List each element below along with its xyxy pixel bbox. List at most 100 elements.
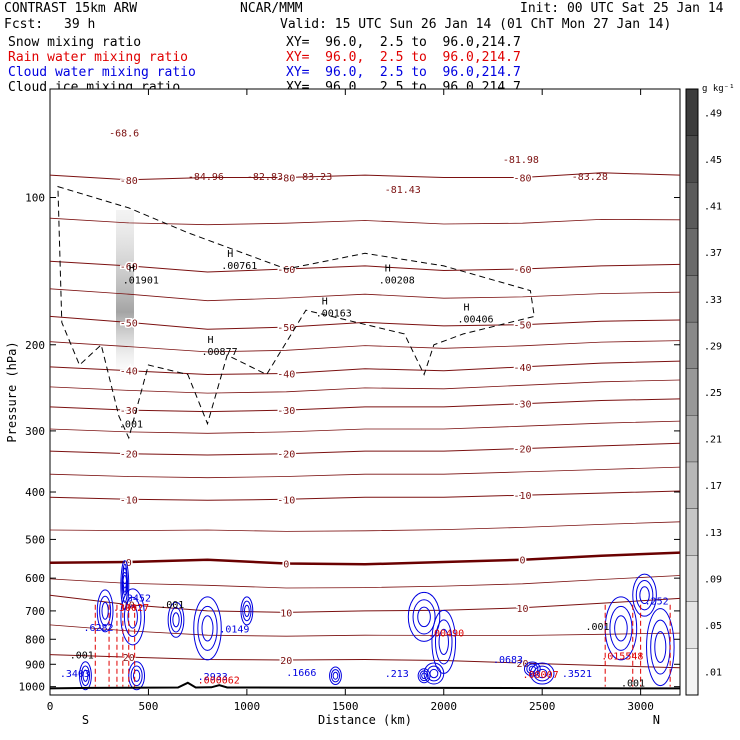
temperature-contour <box>49 654 681 669</box>
colorbar-label: .13 <box>704 528 722 539</box>
cloud-water-max-value: .6282 <box>83 623 113 634</box>
temperature-contour-label: -30 <box>120 406 138 417</box>
cloud-ice-max-marker: H <box>463 302 469 313</box>
rain-max-value: .000062 <box>198 675 240 686</box>
colorbar-swatch <box>685 415 699 463</box>
colorbar-swatch <box>685 135 699 183</box>
colorbar-swatch <box>685 275 699 323</box>
colorbar-label: .17 <box>704 481 722 492</box>
temperature-contour-label: -40 <box>277 370 295 381</box>
temperature-contour <box>49 594 681 613</box>
cloud-water-contour <box>421 672 427 680</box>
cloud-water-contour <box>127 605 138 629</box>
colorbar-swatch <box>685 461 699 509</box>
cloud-water-contour <box>120 588 145 646</box>
cloud-water-contour <box>639 586 650 605</box>
legend-cloud-water-xy: XY= 96.0, 2.5 to 96.0,214.7 <box>286 65 521 80</box>
cloud-ice-max-value: .00406 <box>457 314 493 325</box>
y-tick-label: 700 <box>25 605 45 618</box>
forecast-hour: 39 h <box>64 17 96 32</box>
temperature-contour-label: -20 <box>277 450 295 461</box>
temperature-contour-label: 10 <box>516 604 528 615</box>
x-axis-label: Distance (km) <box>318 713 412 727</box>
cloud-water-contour <box>193 596 222 661</box>
cloud-water-contour <box>426 665 442 682</box>
temperature-contour <box>49 521 681 532</box>
center-label: NCAR/MMM <box>240 1 303 16</box>
cloud-water-max-value: .3452 <box>121 594 151 605</box>
cloud-water-max-value: .0149 <box>219 625 249 636</box>
init-time: Init: 00 UTC Sat 25 Jan 14 <box>520 1 724 16</box>
cloud-water-contour <box>201 615 214 642</box>
cloud-water-contour <box>172 612 180 628</box>
plot-frame <box>49 88 681 696</box>
y-tick-label: 300 <box>25 425 45 438</box>
x-tick-label: 1000 <box>234 700 261 713</box>
colorbar-label: .09 <box>704 574 722 585</box>
temperature-contour-label: 0 <box>126 558 132 569</box>
cloud-water-contour <box>604 596 638 661</box>
cloud-ice-max-value: .00761 <box>221 261 257 272</box>
cloud-water-contour <box>329 666 342 686</box>
colorbar-label: .05 <box>704 621 722 632</box>
temperature-contour-label: -20 <box>513 445 531 456</box>
contour-interval-label: .001 <box>160 600 184 611</box>
contour-interval-label: .001 <box>70 650 94 661</box>
colorbar-label: .49 <box>704 108 722 119</box>
temperature-contour-label: -40 <box>120 367 138 378</box>
forecast-label: Fcst: <box>4 17 44 32</box>
temperature-contour-label: 20 <box>280 656 292 667</box>
cloud-water-contour <box>407 591 441 642</box>
y-tick-label: 500 <box>25 533 45 546</box>
cloud-water-contour <box>80 665 91 687</box>
temperature-contour-label: 20 <box>123 653 135 664</box>
cloud-water-contour <box>526 663 539 675</box>
legend-rain: Rain water mixing ratio <box>8 50 189 65</box>
colorbar-label: .33 <box>704 295 722 306</box>
temperature-contour <box>49 217 681 226</box>
cloud-water-contour <box>523 661 541 677</box>
cloud-water-max-value: .252 <box>645 597 669 608</box>
x-tick-label: 0 <box>47 700 54 713</box>
colorbar-label: .41 <box>704 202 722 213</box>
temperature-contour <box>49 442 681 456</box>
cloud-water-contour <box>169 607 183 633</box>
colorbar-label: .29 <box>704 341 722 352</box>
colorbar-swatch <box>685 368 699 416</box>
cloud-water-max-value: .2933 <box>198 672 228 683</box>
temperature-contour-label: -80 <box>513 173 531 184</box>
cloud-water-contour <box>419 670 429 682</box>
temperature-contour-label: -30 <box>277 406 295 417</box>
temperature-contour <box>49 360 681 376</box>
snow-shading <box>116 210 134 380</box>
temperature-contour-label: -40 <box>513 363 531 374</box>
temperature-contour-label: -30 <box>513 400 531 411</box>
temperature-contour <box>49 315 681 330</box>
colorbar-label: .45 <box>704 155 722 166</box>
temperature-contour <box>49 575 681 589</box>
minimum-value: -83.23 <box>296 172 332 183</box>
contour-interval-label: .001 <box>119 419 143 430</box>
valid-time: Valid: 15 UTC Sun 26 Jan 14 (01 ChT Mon … <box>280 17 672 32</box>
cloud-ice-contour <box>57 185 535 440</box>
colorbar-frame <box>685 88 699 696</box>
cloud-water-contour <box>412 599 436 635</box>
temperature-contour-label: -60 <box>277 265 295 276</box>
cloud-ice-max-marker: H <box>385 264 391 275</box>
x-tick-label: 500 <box>139 700 159 713</box>
colorbar-swatch <box>685 648 699 696</box>
cloud-water-contour <box>132 669 141 682</box>
cloud-ice-max-value: .00877 <box>202 347 238 358</box>
cloud-water-contour <box>123 596 142 637</box>
cloud-water-contour <box>244 604 250 617</box>
temperature-contour-label: 0 <box>519 556 525 567</box>
terrain-line <box>49 681 680 690</box>
cloud-water-contour <box>646 608 675 687</box>
x-tick-label: 1500 <box>332 700 359 713</box>
y-tick-label: 800 <box>25 633 45 646</box>
cloud-water-max-value: .1666 <box>286 668 316 679</box>
legend-snow: Snow mixing ratio <box>8 35 142 50</box>
minimum-value: -81.43 <box>385 185 421 196</box>
cloud-ice-max-value: .01901 <box>123 276 159 287</box>
temperature-contour-label: -10 <box>277 495 295 506</box>
